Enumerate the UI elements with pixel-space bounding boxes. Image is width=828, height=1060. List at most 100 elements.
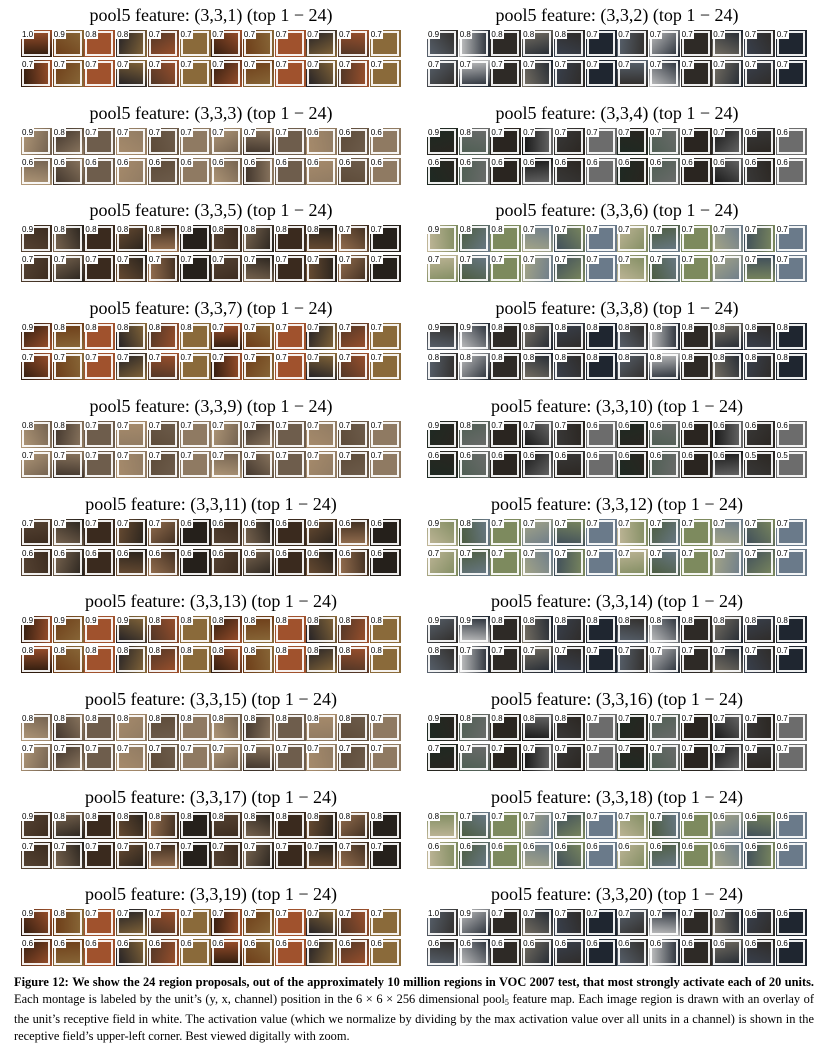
receptive-field-overlay [523, 617, 552, 643]
activation-value: 0.6 [427, 939, 441, 949]
region-thumbnail: 0.7 [84, 909, 116, 937]
region-thumbnail: 0.7 [116, 420, 148, 448]
region-thumbnail: 0.8 [242, 713, 274, 741]
receptive-field-overlay [148, 744, 177, 770]
receptive-field-overlay [148, 549, 177, 575]
activation-value: 0.8 [775, 323, 789, 333]
receptive-field-overlay [586, 128, 615, 154]
region-thumbnail: 0.7 [211, 841, 243, 869]
region-thumbnail: 0.8 [338, 646, 369, 674]
activation-value: 0.8 [84, 323, 98, 333]
activation-value: 0.6 [179, 548, 193, 558]
receptive-field-overlay [428, 128, 456, 154]
receptive-field-overlay [85, 910, 114, 936]
region-thumbnail: 0.8 [775, 616, 807, 644]
receptive-field-overlay [85, 812, 114, 838]
receptive-field-overlay [339, 226, 367, 252]
receptive-field-overlay [275, 324, 304, 350]
activation-value: 0.6 [585, 841, 599, 851]
region-thumbnail: 0.7 [338, 60, 369, 87]
receptive-field-overlay [618, 421, 647, 447]
receptive-field-overlay [776, 647, 805, 673]
receptive-field-overlay [212, 324, 241, 350]
region-thumbnail: 0.7 [680, 548, 712, 576]
montage-title: pool5 feature: (3,3,7) (top 1 − 24) [89, 298, 333, 319]
receptive-field-overlay [180, 451, 209, 477]
region-thumbnail: 0.8 [680, 616, 712, 644]
receptive-field-overlay [275, 617, 304, 643]
region-thumbnail: 0.7 [84, 841, 116, 869]
activation-value: 0.8 [116, 30, 130, 39]
receptive-field-overlay [491, 842, 520, 868]
montage-panel: pool5 feature: (3,3,15) (top 1 − 24) 0.8 0… [14, 684, 408, 782]
montage-panel: pool5 feature: (3,3,8) (top 1 − 24) 0.9 0.… [420, 293, 814, 391]
montage-thumbnails: 0.9 0.8 0.8 0.8 0.8 0.8 0.8 0.8 0.8 0.8 0.7 0.7 0.7 0… [21, 225, 401, 283]
receptive-field-overlay [649, 354, 678, 380]
receptive-field-overlay [85, 451, 114, 477]
activation-value: 0.9 [21, 616, 35, 626]
region-thumbnail: 0.7 [274, 323, 306, 351]
region-thumbnail: 0.7 [274, 353, 306, 381]
activation-value: 0.6 [274, 157, 288, 167]
activation-value: 0.7 [775, 255, 789, 265]
montage-title: pool5 feature: (3,3,16) (top 1 − 24) [490, 688, 744, 709]
region-thumbnail: 0.7 [21, 255, 52, 283]
region-thumbnail: 0.8 [369, 646, 401, 674]
receptive-field-overlay [212, 31, 241, 56]
region-thumbnail: 0.7 [242, 127, 274, 155]
region-thumbnail: 0.6 [52, 939, 84, 967]
receptive-field-overlay [618, 617, 647, 643]
activation-value: 0.6 [680, 841, 694, 851]
receptive-field-overlay [370, 324, 399, 350]
receptive-field-overlay [586, 31, 615, 56]
region-thumbnail: 0.6 [744, 811, 775, 839]
receptive-field-overlay [339, 519, 367, 545]
montage-thumbnails: 1.0 0.9 0.8 0.8 0.7 0.7 0.7 0.7 0.7 0.7 0.7 0.7 0.7 0… [21, 30, 401, 88]
receptive-field-overlay [776, 128, 805, 154]
region-thumbnail: 0.8 [116, 713, 148, 741]
region-thumbnail: 0.7 [458, 646, 490, 674]
region-thumbnail: 0.8 [179, 713, 211, 741]
region-thumbnail: 0.7 [427, 60, 458, 87]
region-thumbnail: 0.6 [306, 518, 338, 546]
receptive-field-overlay [554, 842, 583, 868]
region-thumbnail: 0.7 [617, 909, 649, 937]
montage-title: pool5 feature: (3,3,2) (top 1 − 24) [495, 5, 739, 25]
region-thumbnail: 0.7 [369, 450, 401, 478]
activation-value: 0.7 [458, 646, 472, 656]
activation-value: 0.7 [617, 909, 631, 919]
receptive-field-overlay [275, 226, 304, 252]
activation-value: 0.7 [52, 60, 66, 69]
region-thumbnail: 0.7 [306, 743, 338, 771]
receptive-field-overlay [713, 256, 742, 282]
region-thumbnail: 0.8 [147, 713, 179, 741]
receptive-field-overlay [618, 549, 647, 575]
montage-thumbnails: 0.8 0.8 0.7 0.7 0.7 0.7 0.7 0.7 0.7 0.7 0.7 0.7 0.7 0… [21, 420, 401, 479]
receptive-field-overlay [618, 910, 647, 936]
receptive-field-overlay [85, 940, 114, 966]
activation-value: 0.7 [116, 255, 130, 265]
receptive-field-overlay [53, 31, 82, 56]
activation-value: 0.7 [585, 60, 599, 69]
region-thumbnail: 0.7 [680, 909, 712, 937]
montage-title: pool5 feature: (3,3,11) (top 1 − 24) [85, 493, 337, 514]
region-thumbnail: 0.6 [680, 811, 712, 839]
region-thumbnail: 0.7 [211, 60, 243, 87]
activation-value: 0.7 [179, 450, 193, 460]
receptive-field-overlay [776, 256, 805, 282]
receptive-field-overlay [745, 421, 773, 447]
activation-value: 0.8 [712, 353, 726, 363]
receptive-field-overlay [212, 226, 241, 252]
activation-value: 0.8 [744, 353, 758, 363]
activation-value: 0.7 [179, 30, 193, 39]
region-thumbnail: 0.7 [84, 450, 116, 478]
receptive-field-overlay [428, 421, 456, 447]
region-thumbnail: 0.8 [116, 323, 148, 351]
receptive-field-overlay [459, 940, 488, 966]
region-thumbnail: 0.7 [490, 646, 522, 674]
activation-value: 0.8 [369, 646, 383, 656]
montage-thumbnails: 1.0 0.9 0.7 0.7 0.7 0.7 0.7 0.7 0.7 0.7 0.6 0.6 0.6 0… [427, 909, 807, 967]
receptive-field-overlay [459, 421, 488, 447]
region-thumbnail: 0.8 [52, 127, 84, 155]
region-thumbnail: 0.6 [116, 157, 148, 185]
